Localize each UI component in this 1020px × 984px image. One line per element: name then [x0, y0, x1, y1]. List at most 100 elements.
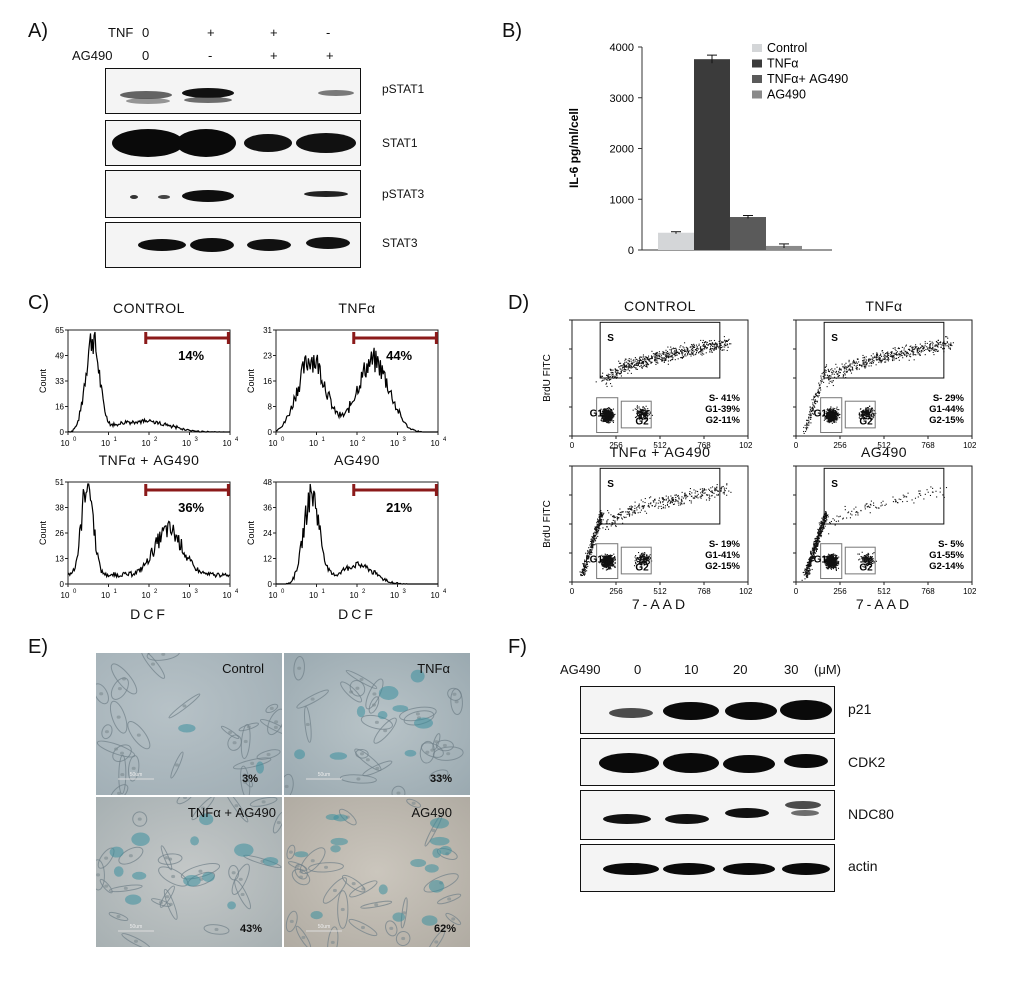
- scatter-title: CONTROL: [624, 298, 696, 314]
- scatter-x-tick: 768: [921, 441, 935, 450]
- senescent-cell: [262, 856, 279, 866]
- scatter-x-tick: 256: [833, 441, 847, 450]
- histogram-y-tick: 24: [263, 529, 272, 538]
- histogram-y-tick: 49: [55, 352, 64, 361]
- stat3-label: STAT3: [382, 236, 418, 250]
- histogram-x-tick: 10: [101, 439, 110, 448]
- scale-bar-label: 50um: [130, 924, 143, 930]
- histogram-y-label: Count: [38, 521, 48, 546]
- scatter-x-tick: 0: [570, 587, 575, 596]
- scatter-title: AG490: [860, 444, 908, 460]
- histogram-x-tick: 10: [390, 439, 399, 448]
- senescent-cell: [392, 912, 406, 922]
- scatter-x-tick: 256: [609, 441, 623, 450]
- il6-legend-entry: Control: [767, 41, 807, 55]
- il6-legend-swatch: [752, 75, 762, 83]
- senescent-cell: [183, 875, 201, 887]
- scale-bar-label: 50um: [318, 772, 331, 778]
- histogram-x-label: DCF: [130, 606, 168, 622]
- scatter-y-label: BrdU FITC: [542, 500, 553, 548]
- cdk2-blot: [580, 738, 835, 786]
- stat1-label: STAT1: [382, 136, 418, 150]
- il6-y-tick: 2000: [610, 144, 634, 156]
- micro-control-label: Control: [222, 661, 264, 676]
- senescent-cell: [421, 915, 438, 926]
- histogram-y-tick: 0: [60, 428, 65, 437]
- p21-blot: [580, 686, 835, 734]
- histogram-y-label: Count: [38, 369, 48, 394]
- histogram-y-tick: 48: [263, 478, 272, 487]
- senescent-cell: [439, 845, 452, 856]
- histogram-x-exponent: 3: [195, 437, 199, 443]
- panel-a-label: A): [28, 20, 48, 42]
- histogram-x-exponent: 1: [322, 437, 326, 443]
- micro-ag490-label: AG490: [411, 805, 452, 820]
- brdu-scatter-plot: S G1 G2 S- 5%G1-55%G2-14% 0 256 512 768 1024: [793, 465, 976, 596]
- il6-legend-entry: TNFα: [767, 57, 799, 71]
- scatter-title: TNFα + AG490: [609, 444, 711, 460]
- brdu-scatter-plot: S G1 G2 S- 29%G1-44%G2-15% 0 256 512 768 1024: [793, 319, 976, 450]
- dcf-gate-percent: 36%: [178, 500, 204, 515]
- histogram-x-tick: 10: [223, 439, 232, 448]
- histogram-y-tick: 12: [263, 555, 272, 564]
- histogram-x-exponent: 0: [281, 589, 285, 595]
- senescent-cell: [310, 911, 323, 920]
- histogram-x-tick: 10: [142, 591, 151, 600]
- histogram-x-tick: 10: [431, 591, 440, 600]
- cell-cycle-percent: S- 41%: [709, 393, 741, 404]
- histogram-title: TNFα: [338, 300, 376, 316]
- senescent-cell: [413, 717, 434, 729]
- senescent-cell: [432, 848, 442, 859]
- histogram-x-tick: 10: [61, 591, 70, 600]
- scatter-y-label: BrdU FITC: [542, 354, 553, 402]
- histogram-y-tick: 16: [263, 377, 272, 386]
- histogram-y-tick: 65: [55, 326, 64, 335]
- micro-control-pct: 3%: [242, 773, 258, 785]
- histogram-x-tick: 10: [309, 439, 318, 448]
- histogram-x-exponent: 4: [235, 589, 238, 595]
- histogram-x-exponent: 1: [322, 589, 326, 595]
- dcf-gate-percent: 21%: [386, 500, 412, 515]
- g1-gate-label: G1: [590, 554, 604, 565]
- dcf-gate-percent: 14%: [178, 348, 204, 363]
- senescent-cell: [378, 884, 388, 895]
- senescent-cell: [410, 669, 425, 683]
- scatter-x-tick: 1024: [963, 441, 976, 450]
- histogram-x-tick: 10: [269, 439, 278, 448]
- histogram-trace: [67, 483, 231, 579]
- senescent-cell: [190, 836, 199, 846]
- tnf-row-label: TNF: [108, 25, 134, 40]
- tnf-lane-1: 0: [142, 25, 150, 40]
- s-gate-label: S: [831, 479, 838, 490]
- histogram-title: CONTROL: [113, 300, 185, 316]
- scale-bar-label: 50um: [130, 772, 143, 778]
- g1-gate: [596, 543, 619, 580]
- g1-gate: [820, 397, 843, 434]
- histogram-y-tick: 0: [60, 580, 65, 589]
- senescent-cell: [255, 761, 264, 774]
- histogram-x-exponent: 4: [443, 437, 446, 443]
- scatter-x-tick: 512: [653, 587, 667, 596]
- micro-tnfa-ag490: 50um TNFα + AG490 43%: [91, 789, 285, 950]
- histogram-y-label: Count: [246, 369, 256, 394]
- senescent-cell: [329, 752, 348, 760]
- histogram-x-tick: 10: [390, 591, 399, 600]
- il6-bar: [658, 232, 694, 250]
- senescent-cell: [404, 749, 417, 757]
- scatter-x-tick: 768: [921, 587, 935, 596]
- histogram-x-exponent: 4: [235, 437, 238, 443]
- panel-b-label: B): [502, 20, 522, 42]
- actin-blot: [580, 844, 835, 892]
- il6-y-tick: 4000: [610, 42, 634, 54]
- histogram-x-exponent: 0: [73, 437, 77, 443]
- il6-y-tick: 3000: [610, 93, 634, 105]
- micro-tnfa-pct: 33%: [429, 773, 452, 785]
- ag490-row-label: AG490: [72, 48, 113, 63]
- histogram-trace: [275, 347, 438, 433]
- histogram-y-tick: 36: [263, 504, 272, 513]
- senescent-cell: [294, 851, 309, 858]
- il6-legend-entry: AG490: [767, 88, 806, 102]
- dcf-gate-percent: 44%: [386, 348, 412, 363]
- histogram-y-tick: 26: [55, 529, 64, 538]
